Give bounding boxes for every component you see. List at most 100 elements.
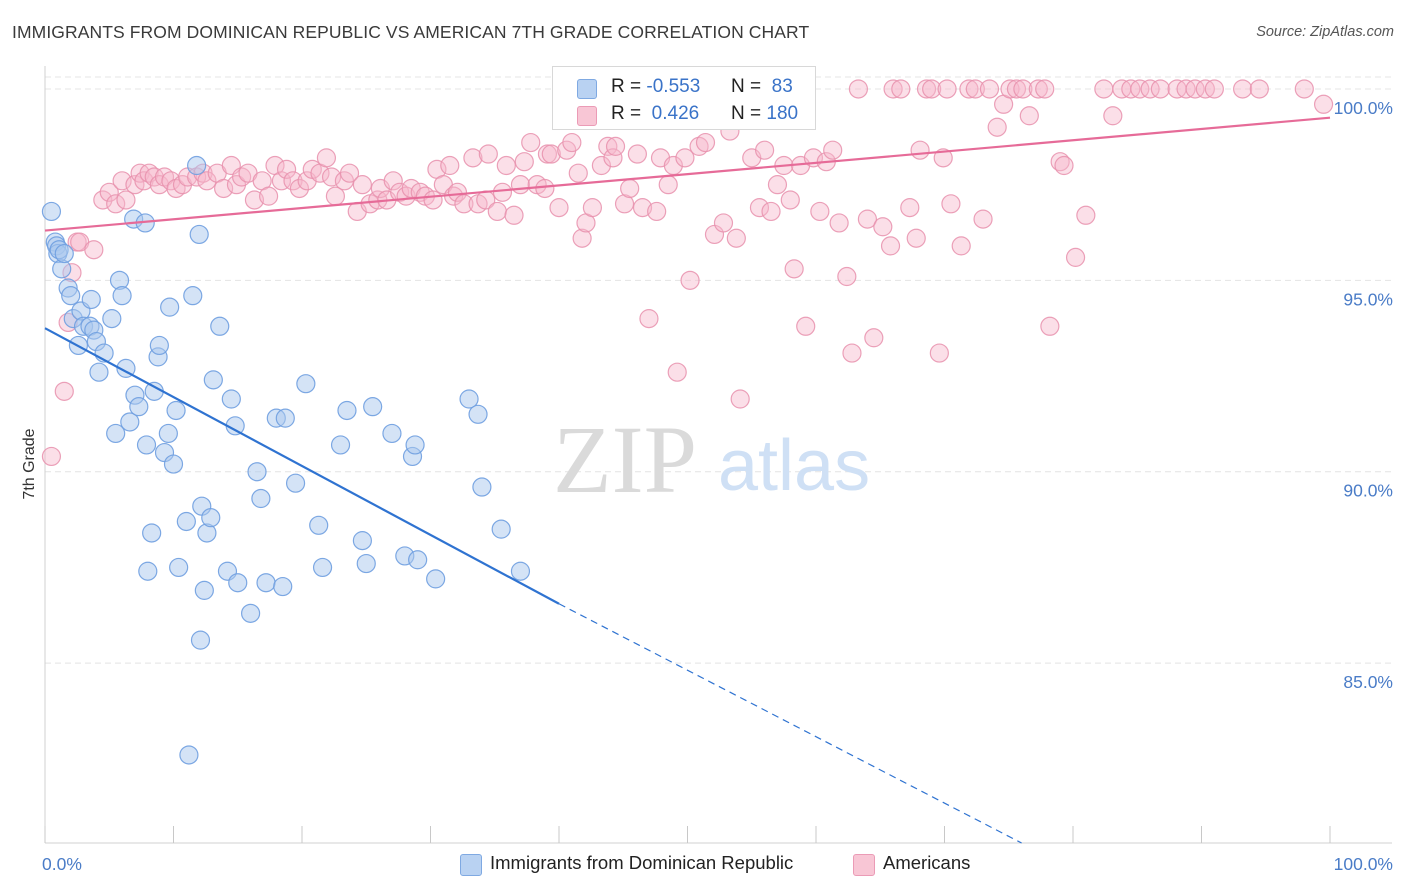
dominican-point [275, 408, 295, 428]
dominican-point [149, 335, 169, 356]
americans-point [965, 79, 985, 99]
dominican-point [221, 389, 241, 409]
dominican-point [256, 573, 276, 593]
dominican-point [106, 423, 126, 444]
watermark: ZIP atlas [553, 406, 870, 513]
americans-point [941, 194, 961, 214]
dominican-point [510, 561, 531, 581]
dominican-point [166, 400, 186, 421]
dominican-point [468, 404, 488, 424]
americans-point [568, 163, 588, 183]
legend-n-dominican: N = 83 [731, 76, 793, 98]
americans-point [951, 236, 971, 256]
trend-lines [44, 116, 1331, 844]
dominican-point [210, 316, 230, 336]
chart-title: IMMIGRANTS FROM DOMINICAN REPUBLIC VS AM… [12, 22, 810, 42]
americans-point [116, 190, 136, 210]
americans-point [1150, 79, 1170, 99]
americans-point [647, 201, 667, 222]
americans-point [749, 198, 770, 218]
americans-point [572, 228, 592, 248]
dominican-point [120, 412, 140, 432]
americans-point [541, 144, 561, 164]
americans-point [214, 178, 234, 199]
x-tick-label-min: 0.0% [42, 854, 82, 874]
dominican-point [129, 397, 149, 417]
legend-label-americans: Americans [883, 852, 971, 873]
dominican-point [136, 435, 157, 455]
americans-point [837, 266, 857, 287]
watermark-atlas: atlas [718, 426, 870, 506]
r-label: R = [611, 103, 642, 124]
dominican-point [247, 462, 267, 482]
americans-point [632, 198, 653, 218]
dominican-point [472, 477, 492, 497]
americans-point [900, 198, 920, 218]
americans-point [603, 148, 623, 168]
n-label: N = [731, 103, 762, 124]
americans-point [796, 316, 816, 336]
legend-label-dominican: Immigrants from Dominican Republic [490, 852, 794, 873]
americans-point [605, 136, 626, 156]
americans-point [916, 79, 937, 99]
americans-point [316, 148, 337, 168]
americans-point [521, 132, 541, 153]
dominican-point [285, 473, 306, 493]
americans-point [1130, 79, 1150, 99]
dominican-point [81, 289, 101, 310]
americans-point [321, 167, 342, 187]
americans-point [106, 194, 126, 214]
americans-point [447, 182, 468, 202]
americans-point [1040, 316, 1060, 336]
correlation-legend: R = -0.553 N = 83 R = 0.426 N = 180 [552, 66, 816, 130]
dominican-point [190, 630, 211, 650]
dominican-point [183, 286, 203, 306]
r-label: R = [611, 76, 642, 97]
americans-point [41, 446, 62, 467]
americans-point [730, 389, 750, 409]
dominican-point [187, 155, 207, 176]
legend-row-dominican: R = -0.553 N = 83 [553, 74, 815, 102]
americans-point [675, 148, 695, 168]
americans-point [848, 79, 869, 99]
legend-swatch-blue [577, 79, 597, 99]
americans-point [496, 155, 516, 176]
americans-point [1065, 247, 1086, 267]
axis-layer: 85.0% 90.0% 95.0% 100.0% 0.0% 100.0% [42, 66, 1393, 874]
americans-point [667, 362, 687, 382]
americans-point [810, 201, 830, 222]
americans-point [658, 175, 678, 195]
americans-point [487, 201, 507, 222]
americans-point [754, 140, 775, 160]
y-tick-label: 100.0% [1334, 98, 1393, 118]
americans-point [1140, 79, 1160, 99]
americans-point [695, 132, 716, 153]
americans-trend-line [44, 116, 1331, 232]
source-credit: Source: ZipAtlas.com [1256, 24, 1394, 40]
americans-point [383, 171, 403, 191]
americans-point [891, 79, 911, 99]
americans-point [478, 144, 498, 164]
americans-point [937, 79, 957, 99]
dominican-trend-line [44, 327, 560, 605]
dominican-point [408, 550, 428, 570]
n-label: N = [731, 76, 762, 97]
r-value: 0.426 [651, 103, 700, 124]
dominican-point [41, 201, 62, 222]
dominican-point [426, 569, 446, 589]
americans-point [339, 163, 360, 183]
americans-point [979, 79, 1000, 99]
americans-point [549, 198, 569, 218]
dominican-point [296, 374, 316, 394]
americans-point [780, 190, 800, 210]
americans-point [283, 171, 303, 191]
americans-point [883, 79, 903, 99]
americans-point [510, 175, 531, 195]
legend-r-americans: R = 0.426 [611, 103, 699, 125]
dominican-point [337, 400, 357, 421]
americans-point [440, 155, 460, 176]
dominican-point [352, 531, 372, 551]
dominican-point [382, 423, 402, 444]
americans-point [1028, 79, 1048, 99]
americans-point [1019, 106, 1039, 126]
